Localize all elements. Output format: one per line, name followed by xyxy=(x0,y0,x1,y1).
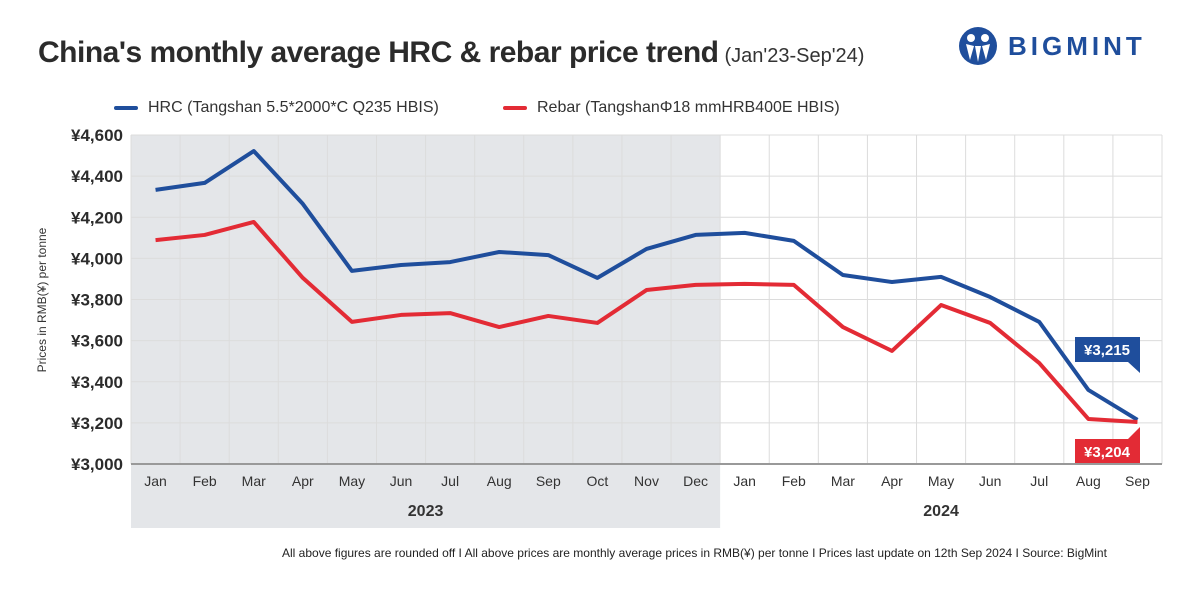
x-tick-label: Dec xyxy=(683,473,708,489)
legend-swatch-rebar xyxy=(503,106,527,110)
x-tick-label: Nov xyxy=(634,473,659,489)
x-tick-label: May xyxy=(339,473,365,489)
x-tick-label: Aug xyxy=(487,473,512,489)
x-tick-label: Jun xyxy=(390,473,413,489)
rebar-end-callout xyxy=(1075,427,1140,463)
x-tick-label: Aug xyxy=(1076,473,1101,489)
x-tick-label: Jan xyxy=(733,473,756,489)
y-tick-label: ¥3,000 xyxy=(71,455,123,474)
logo-text: BIGMINT xyxy=(1008,30,1146,61)
chart-subtitle: (Jan'23-Sep'24) xyxy=(724,45,865,67)
x-tick-label: Sep xyxy=(536,473,561,489)
y-axis-label: Prices in RMB(¥) per tonne xyxy=(35,227,49,372)
footer-note: All above figures are rounded off I All … xyxy=(282,546,1107,560)
title-text: China's monthly average HRC & rebar pric… xyxy=(38,36,719,69)
legend-item-rebar: Rebar (TangshanΦ18 mmHRB400E HBIS) xyxy=(503,99,840,117)
legend-label-rebar: Rebar (TangshanΦ18 mmHRB400E HBIS) xyxy=(537,99,840,116)
x-tick-label: Feb xyxy=(193,473,217,489)
y-tick-label: ¥4,000 xyxy=(71,249,123,268)
x-tick-label: May xyxy=(928,473,954,489)
year-label-2023: 2023 xyxy=(408,503,444,520)
y-tick-label: ¥3,800 xyxy=(71,291,123,310)
x-tick-label: Jan xyxy=(144,473,167,489)
y-tick-label: ¥3,200 xyxy=(71,414,123,433)
x-tick-label: Jul xyxy=(441,473,459,489)
x-tick-label: Apr xyxy=(881,473,903,489)
legend-swatch-hrc xyxy=(114,106,138,110)
hrc-end-callout xyxy=(1075,337,1140,373)
hrc-end-label: ¥3,215 xyxy=(1084,342,1130,359)
bigmint-logo-icon xyxy=(959,27,997,65)
y-tick-label: ¥4,200 xyxy=(71,208,123,227)
legend-item-hrc: HRC (Tangshan 5.5*2000*C Q235 HBIS) xyxy=(114,99,439,117)
x-tick-label: Jun xyxy=(979,473,1002,489)
x-tick-label: Jul xyxy=(1030,473,1048,489)
y-tick-label: ¥4,600 xyxy=(71,126,123,145)
x-tick-label: Oct xyxy=(587,473,609,489)
x-tick-label: Mar xyxy=(242,473,266,489)
y-tick-label: ¥4,400 xyxy=(71,167,123,186)
x-tick-label: Apr xyxy=(292,473,314,489)
legend-label-hrc: HRC (Tangshan 5.5*2000*C Q235 HBIS) xyxy=(148,99,439,116)
y-tick-label: ¥3,600 xyxy=(71,332,123,351)
x-tick-label: Mar xyxy=(831,473,855,489)
rebar-end-label: ¥3,204 xyxy=(1084,444,1131,461)
chart-title: China's monthly average HRC & rebar pric… xyxy=(38,36,864,70)
y-tick-label: ¥3,400 xyxy=(71,373,123,392)
year-label-2024: 2024 xyxy=(923,503,959,520)
x-tick-label: Feb xyxy=(782,473,806,489)
x-tick-label: Sep xyxy=(1125,473,1150,489)
bigmint-logo: BIGMINT xyxy=(958,26,1146,66)
